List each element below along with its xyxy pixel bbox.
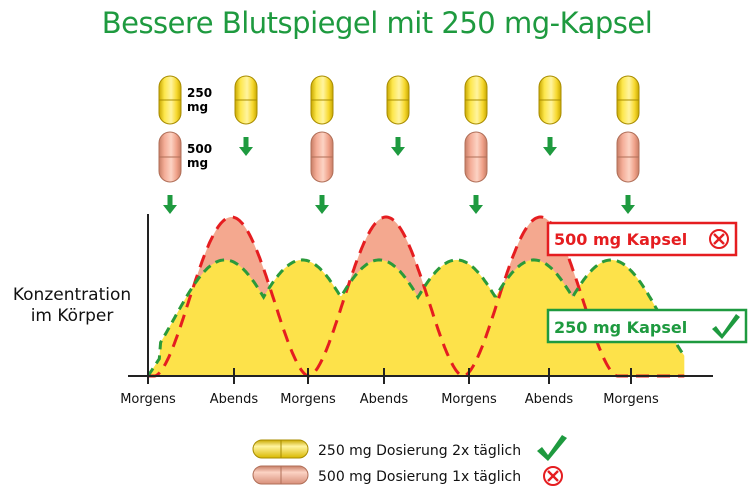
small-capsule-dose-value: 250 — [187, 86, 212, 100]
x-tick-label: Morgens — [280, 392, 336, 407]
dose-arrow-row — [163, 137, 635, 214]
capsule-500mg-icon — [158, 131, 182, 183]
legend-label-250mg: 250 mg Dosierung 2x täglich — [318, 443, 521, 459]
capsule-icon-salmon — [252, 465, 309, 485]
box-250mg: 250 mg Kapsel — [546, 308, 748, 344]
capsule-250mg-icon — [158, 75, 182, 125]
legend-item-500mg: 500 mg Dosierung 1x täglich — [252, 465, 563, 486]
chart-title: Bessere Blutspiegel mit 250 mg-Kapsel — [101, 6, 653, 40]
box-500mg: 500 mg Kapsel — [546, 221, 738, 257]
capsule-250mg-icon — [234, 75, 258, 125]
down-arrow-icon — [543, 137, 557, 156]
box-500mg-label: 500 mg Kapsel — [554, 230, 687, 249]
capsule-500mg-icon — [464, 131, 488, 183]
capsule-250mg-icon — [386, 75, 410, 125]
capsule-250mg-icon — [310, 75, 334, 125]
large-capsule-dose-unit: mg — [187, 156, 208, 170]
area-250mg — [148, 259, 685, 376]
down-arrow-icon — [239, 137, 253, 156]
down-arrow-icon — [621, 195, 635, 214]
large-capsule-row — [158, 131, 640, 183]
x-tick-label: Abends — [210, 392, 259, 407]
x-axis-ticks: Morgens Abends Morgens Abends Morgens Abends M… — [120, 368, 659, 407]
down-arrow-icon — [163, 195, 177, 214]
cross-icon — [709, 229, 729, 249]
cross-icon — [543, 466, 563, 486]
capsule-250mg-icon — [464, 75, 488, 125]
capsule-500mg-icon — [310, 131, 334, 183]
capsule-250mg-icon — [538, 75, 562, 125]
y-axis-label-line-2: im Körper — [30, 306, 114, 326]
y-axis-label-line-1: Konzentration — [12, 285, 132, 305]
line-500mg — [148, 215, 685, 378]
x-tick-label: Abends — [360, 392, 409, 407]
check-icon — [712, 314, 740, 339]
x-tick-label: Morgens — [120, 392, 176, 407]
y-axis-label: Konzentration im Körper — [2, 285, 142, 327]
x-tick-label: Abends — [525, 392, 574, 407]
x-tick-label: Morgens — [441, 392, 497, 407]
check-icon — [537, 435, 567, 461]
capsule-500mg-icon — [616, 131, 640, 183]
down-arrow-icon — [315, 195, 329, 214]
box-250mg-label: 250 mg Kapsel — [554, 318, 687, 337]
legend-item-250mg: 250 mg Dosierung 2x täglich — [252, 435, 567, 461]
legend-label-500mg: 500 mg Dosierung 1x täglich — [318, 469, 521, 485]
down-arrow-icon — [391, 137, 405, 156]
legend: 250 mg Dosierung 2x täglich 500 mg Dosie… — [252, 435, 567, 486]
capsule-250mg-icon — [616, 75, 640, 125]
small-capsule-dose-unit: mg — [187, 100, 208, 114]
x-tick-label: Morgens — [603, 392, 659, 407]
large-capsule-dose-value: 500 — [187, 142, 212, 156]
line-250mg — [146, 258, 686, 377]
capsule-icon-yellow — [252, 439, 309, 459]
small-capsule-row — [158, 75, 640, 125]
down-arrow-icon — [469, 195, 483, 214]
